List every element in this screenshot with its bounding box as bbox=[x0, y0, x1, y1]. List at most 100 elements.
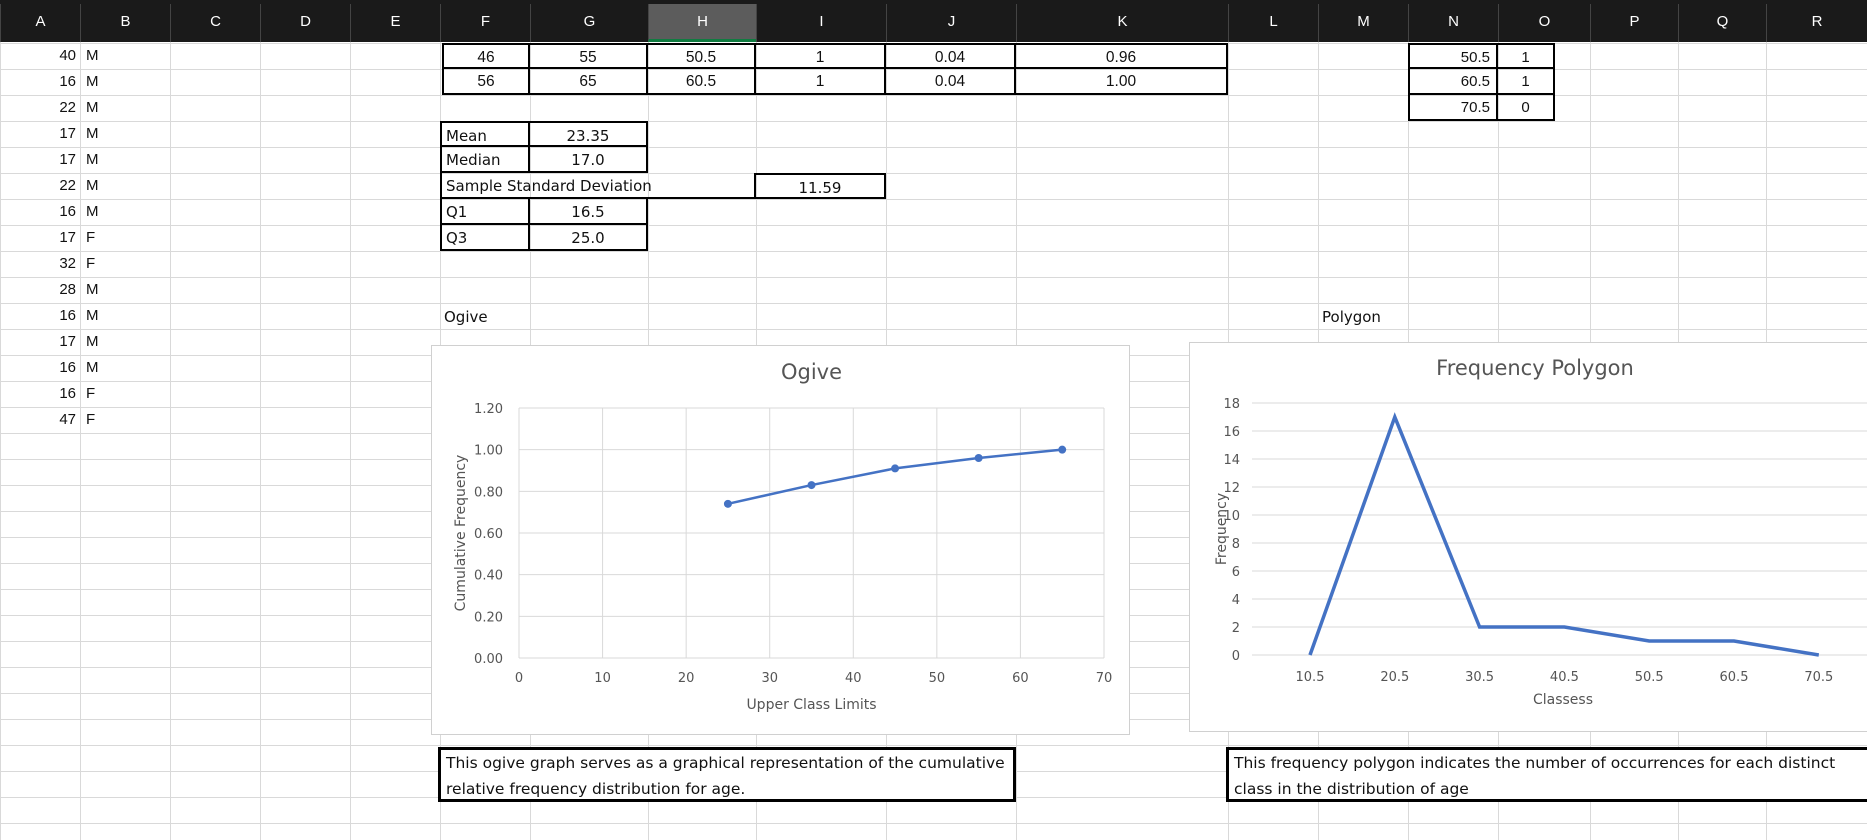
cell-b8[interactable]: F bbox=[86, 229, 96, 246]
poly-class-3[interactable]: 70.5 bbox=[1408, 95, 1498, 121]
freq-cell-j1[interactable]: 0.04 bbox=[886, 43, 1016, 69]
polygon-y-tick: 4 bbox=[1232, 593, 1240, 608]
stat-label-q1_label[interactable]: Q1 bbox=[440, 199, 530, 225]
poly-freq-2[interactable]: 1 bbox=[1498, 69, 1555, 95]
ogive-y-tick: 0.00 bbox=[474, 652, 503, 667]
cell-a15[interactable]: 47 bbox=[59, 411, 76, 428]
freq-cell-f1[interactable]: 46 bbox=[442, 43, 530, 69]
stat-value-q1[interactable]: 16.5 bbox=[530, 199, 648, 225]
stat-value-sd[interactable]: 11.59 bbox=[756, 173, 886, 199]
freq-cell-j2[interactable]: 0.04 bbox=[886, 69, 1016, 95]
freq-cell-h2[interactable]: 60.5 bbox=[648, 69, 756, 95]
polygon-description-note[interactable]: This frequency polygon indicates the num… bbox=[1226, 747, 1867, 802]
polygon-x-tick: 10.5 bbox=[1296, 670, 1325, 685]
column-header-i[interactable]: I bbox=[756, 4, 886, 42]
polygon-series-line bbox=[1308, 412, 1820, 657]
cell-a5[interactable]: 17 bbox=[59, 151, 76, 168]
cell-b5[interactable]: M bbox=[86, 151, 99, 168]
polygon-y-tick: 2 bbox=[1232, 621, 1240, 636]
stat-label-q3_label[interactable]: Q3 bbox=[440, 225, 530, 251]
freq-cell-i2[interactable]: 1 bbox=[756, 69, 886, 95]
column-header-a[interactable]: A bbox=[0, 4, 80, 42]
poly-freq-1[interactable]: 1 bbox=[1498, 43, 1555, 69]
freq-cell-i1[interactable]: 1 bbox=[756, 43, 886, 69]
frequency-polygon-chart[interactable]: Frequency Polygon 0 2 4 6 8 10 12 14 16 18 10.5 20.5… bbox=[1189, 342, 1867, 732]
cell-a3[interactable]: 22 bbox=[59, 99, 76, 116]
column-header-n[interactable]: N bbox=[1408, 4, 1498, 42]
cell-a7[interactable]: 16 bbox=[59, 203, 76, 220]
polygon-y-axis-title: Frequency bbox=[1214, 493, 1230, 565]
stat-label-median_label[interactable]: Median bbox=[440, 147, 530, 173]
freq-cell-k2[interactable]: 1.00 bbox=[1016, 69, 1228, 95]
stat-value-median[interactable]: 17.0 bbox=[530, 147, 648, 173]
cell-a6[interactable]: 22 bbox=[59, 177, 76, 194]
cell-a12[interactable]: 17 bbox=[59, 333, 76, 350]
freq-cell-h1[interactable]: 50.5 bbox=[648, 43, 756, 69]
cell-b2[interactable]: M bbox=[86, 73, 99, 90]
column-header-e[interactable]: E bbox=[350, 4, 440, 42]
cell-a9[interactable]: 32 bbox=[59, 255, 76, 272]
cell-b9[interactable]: F bbox=[86, 255, 96, 272]
freq-cell-f2[interactable]: 56 bbox=[442, 69, 530, 95]
cell-b13[interactable]: M bbox=[86, 359, 99, 376]
cell-b10[interactable]: M bbox=[86, 281, 99, 298]
polygon-title: Frequency Polygon bbox=[1436, 356, 1634, 380]
cell-b12[interactable]: M bbox=[86, 333, 99, 350]
freq-cell-k1[interactable]: 0.96 bbox=[1016, 43, 1228, 69]
column-header-r[interactable]: R bbox=[1766, 4, 1867, 42]
cell-a1[interactable]: 40 bbox=[59, 47, 76, 64]
cell-a10[interactable]: 28 bbox=[59, 281, 76, 298]
stat-value-mean[interactable]: 23.35 bbox=[530, 121, 648, 147]
cell-a4[interactable]: 17 bbox=[59, 125, 76, 142]
column-header-b[interactable]: B bbox=[80, 4, 170, 42]
cell-b15[interactable]: F bbox=[86, 411, 96, 428]
column-header-q[interactable]: Q bbox=[1678, 4, 1766, 42]
column-header-h[interactable]: H bbox=[648, 4, 756, 42]
ogive-chart[interactable]: Ogive 0.00 0.20 0.40 0.60 0.80 1.00 1.20 0 10 20 30… bbox=[431, 345, 1130, 735]
column-header-g[interactable]: G bbox=[530, 4, 648, 42]
cell-a2[interactable]: 16 bbox=[59, 73, 76, 90]
poly-freq-3[interactable]: 0 bbox=[1498, 95, 1555, 121]
ogive-section-label: Ogive bbox=[444, 308, 488, 326]
cell-b7[interactable]: M bbox=[86, 203, 99, 220]
column-header-l[interactable]: L bbox=[1228, 4, 1318, 42]
cell-a11[interactable]: 16 bbox=[59, 307, 76, 324]
poly-class-2[interactable]: 60.5 bbox=[1408, 69, 1498, 95]
poly-class-1[interactable]: 50.5 bbox=[1408, 43, 1498, 69]
stat-label-mean_label[interactable]: Mean bbox=[440, 121, 530, 147]
cell-a14[interactable]: 16 bbox=[59, 385, 76, 402]
ogive-y-tick: 1.20 bbox=[474, 402, 503, 417]
column-header-k[interactable]: K bbox=[1016, 4, 1228, 42]
cell-b3[interactable]: M bbox=[86, 99, 99, 116]
column-header-o[interactable]: O bbox=[1498, 4, 1590, 42]
polygon-y-tick: 12 bbox=[1223, 481, 1240, 496]
cell-a8[interactable]: 17 bbox=[59, 229, 76, 246]
ogive-title: Ogive bbox=[781, 360, 842, 384]
column-header-d[interactable]: D bbox=[260, 4, 350, 42]
cell-b11[interactable]: M bbox=[86, 307, 99, 324]
ogive-x-axis-title: Upper Class Limits bbox=[746, 697, 876, 713]
cell-b6[interactable]: M bbox=[86, 177, 99, 194]
polygon-y-tick: 10 bbox=[1223, 509, 1240, 524]
column-header-m[interactable]: M bbox=[1318, 4, 1408, 42]
polygon-x-tick: 40.5 bbox=[1550, 670, 1579, 685]
stat-label-sd[interactable]: Sample Standard Deviation bbox=[440, 173, 756, 199]
column-header-c[interactable]: C bbox=[170, 4, 260, 42]
freq-cell-g1[interactable]: 55 bbox=[530, 43, 648, 69]
ogive-description-note[interactable]: This ogive graph serves as a graphical r… bbox=[438, 747, 1016, 802]
cell-b4[interactable]: M bbox=[86, 125, 99, 142]
column-header-j[interactable]: J bbox=[886, 4, 1016, 42]
ogive-x-tick: 30 bbox=[761, 671, 778, 686]
freq-cell-g2[interactable]: 65 bbox=[530, 69, 648, 95]
column-header-f[interactable]: F bbox=[440, 4, 530, 42]
column-header-p[interactable]: P bbox=[1590, 4, 1678, 42]
stat-value-q3[interactable]: 25.0 bbox=[530, 225, 648, 251]
ogive-x-tick: 10 bbox=[594, 671, 611, 686]
polygon-y-tick: 6 bbox=[1232, 565, 1240, 580]
ogive-y-axis-title: Cumulative Frequency bbox=[453, 455, 469, 612]
ogive-chart-svg: Ogive 0.00 0.20 0.40 0.60 0.80 1.00 1.20 0 10 20 30… bbox=[453, 360, 1112, 713]
cell-b1[interactable]: M bbox=[86, 47, 99, 64]
cell-a13[interactable]: 16 bbox=[59, 359, 76, 376]
cell-b14[interactable]: F bbox=[86, 385, 96, 402]
